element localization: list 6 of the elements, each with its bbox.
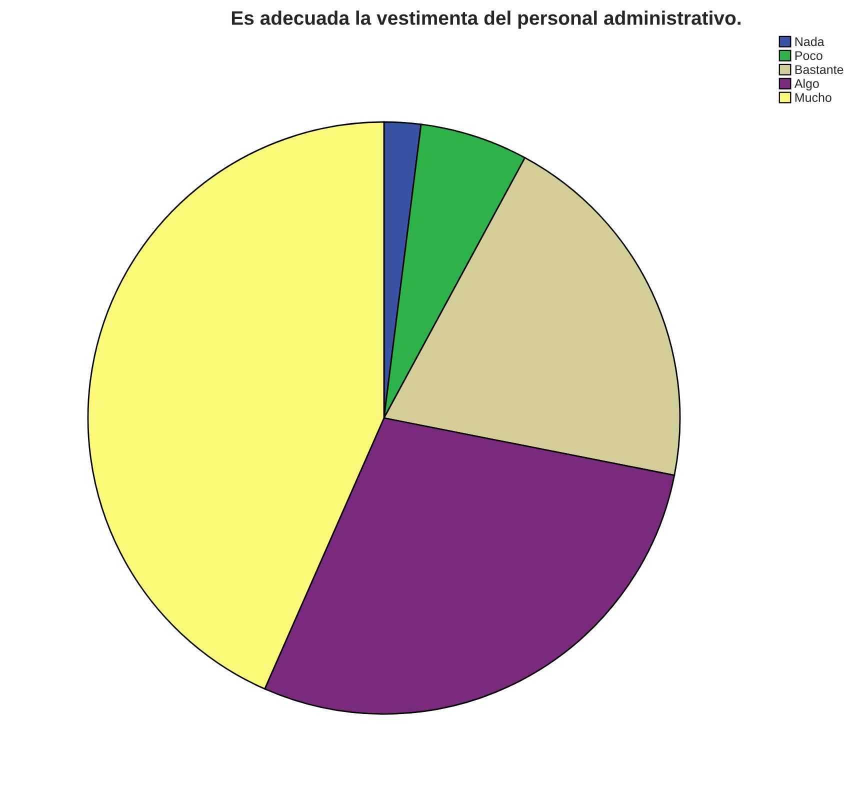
legend-label: Mucho [795,92,832,102]
chart-title: Es adecuada la vestimenta del personal administrativo. [232,10,740,29]
legend-label: Bastante [795,65,844,74]
legend-label: Poco [795,51,822,60]
legend-label: Algo [794,78,819,90]
legend-label: Nada [795,36,824,46]
